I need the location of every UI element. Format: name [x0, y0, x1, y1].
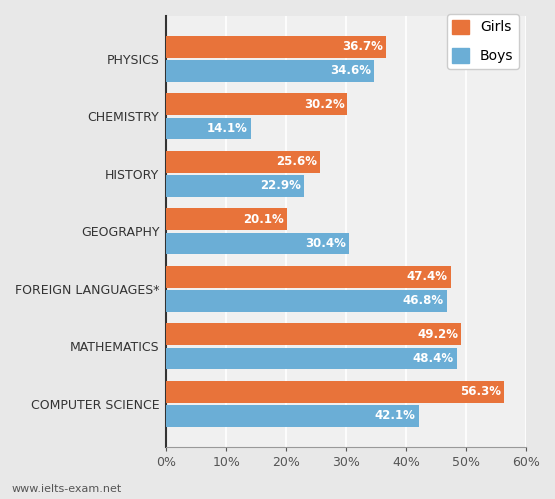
Bar: [166, 323, 461, 345]
Legend: Girls, Boys: Girls, Boys: [447, 14, 519, 69]
Text: 36.7%: 36.7%: [342, 40, 384, 53]
Text: 30.4%: 30.4%: [305, 237, 346, 250]
Text: 25.6%: 25.6%: [276, 155, 317, 168]
Text: 42.1%: 42.1%: [375, 410, 416, 423]
Bar: [166, 381, 504, 403]
Text: www.ielts-exam.net: www.ielts-exam.net: [11, 484, 122, 494]
Text: 14.1%: 14.1%: [207, 122, 248, 135]
Bar: [166, 233, 349, 254]
Bar: [166, 60, 374, 82]
Bar: [166, 209, 287, 230]
Bar: [166, 347, 457, 369]
Bar: [166, 118, 251, 139]
Text: 30.2%: 30.2%: [304, 98, 345, 111]
Text: 22.9%: 22.9%: [260, 180, 301, 193]
Bar: [166, 405, 419, 427]
Text: 56.3%: 56.3%: [460, 385, 501, 398]
Bar: [166, 266, 451, 288]
Text: 47.4%: 47.4%: [407, 270, 447, 283]
Text: 48.4%: 48.4%: [412, 352, 453, 365]
Text: 46.8%: 46.8%: [403, 294, 444, 307]
Text: 20.1%: 20.1%: [243, 213, 284, 226]
Text: 34.6%: 34.6%: [330, 64, 371, 77]
Text: 49.2%: 49.2%: [417, 328, 458, 341]
Bar: [166, 93, 347, 115]
Bar: [166, 290, 447, 312]
Bar: [166, 175, 304, 197]
Bar: [166, 151, 320, 173]
Bar: [166, 36, 386, 58]
